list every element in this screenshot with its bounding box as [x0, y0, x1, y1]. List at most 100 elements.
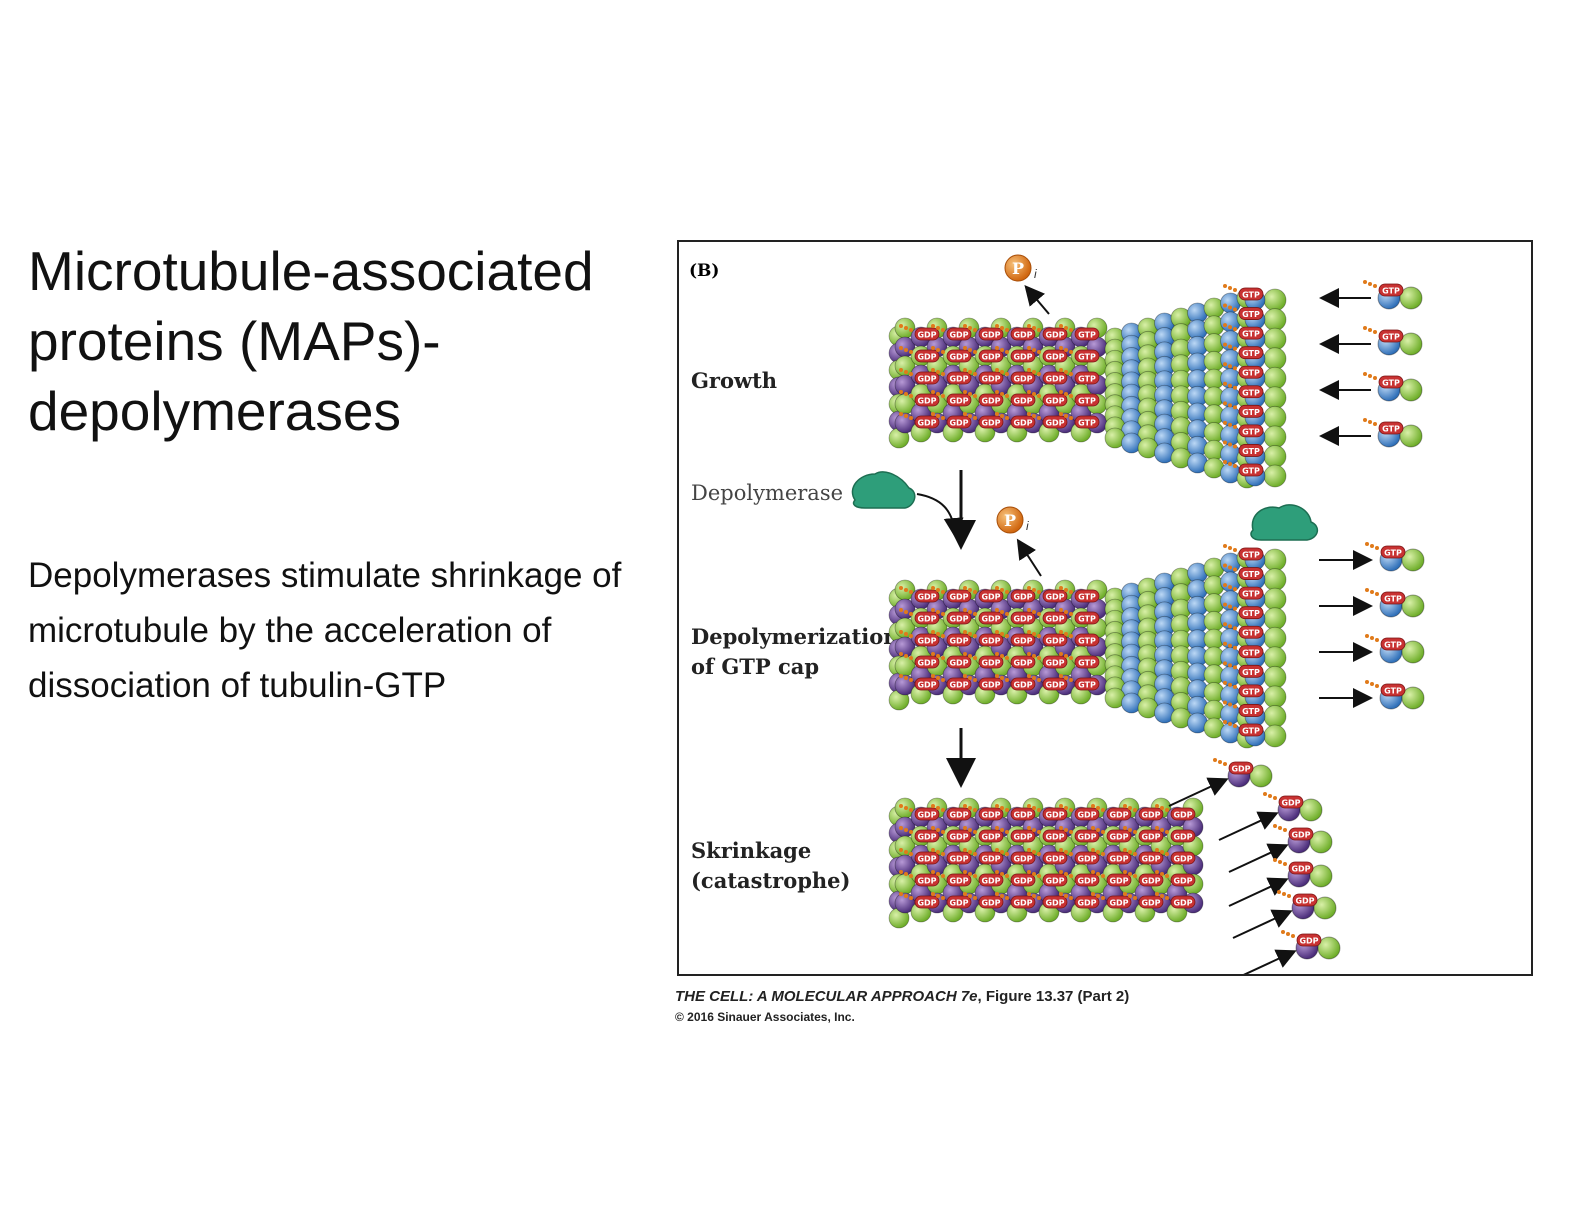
release-arrow: [1168, 777, 1229, 807]
svg-text:GDP: GDP: [981, 593, 1000, 602]
gtp-tag: GTP: [1059, 412, 1100, 429]
gtp-tag: GTP: [1059, 368, 1100, 385]
gdp-tag: GDP: [1091, 892, 1132, 909]
gdp-tag: GDP: [1027, 608, 1068, 625]
gdp-tag: GDP: [1123, 892, 1164, 909]
gtp-tag: GTP: [1365, 588, 1406, 605]
svg-text:GDP: GDP: [1281, 799, 1300, 808]
svg-text:GDP: GDP: [1141, 833, 1160, 842]
svg-text:GDP: GDP: [981, 397, 1000, 406]
gdp-tag: GDP: [963, 586, 1004, 603]
gdp-tag: GDP: [931, 848, 972, 865]
gdp-tag: GDP: [899, 324, 940, 341]
svg-text:GTP: GTP: [1078, 397, 1096, 406]
gdp-tag: GDP: [1091, 804, 1132, 821]
svg-text:GDP: GDP: [1013, 375, 1032, 384]
gtp-tag: GTP: [1059, 586, 1100, 603]
svg-text:GDP: GDP: [981, 659, 1000, 668]
gdp-tag: GDP: [931, 346, 972, 363]
svg-text:GDP: GDP: [949, 593, 968, 602]
svg-text:GDP: GDP: [1045, 419, 1064, 428]
svg-text:GDP: GDP: [949, 375, 968, 384]
svg-text:GDP: GDP: [1045, 681, 1064, 690]
gdp-tag: GDP: [899, 804, 940, 821]
svg-text:GDP: GDP: [1077, 855, 1096, 864]
svg-text:GDP: GDP: [1013, 353, 1032, 362]
gdp-tag: GDP: [931, 652, 972, 669]
gdp-tag: GDP: [995, 804, 1036, 821]
svg-text:GDP: GDP: [1141, 855, 1160, 864]
gdp-tag: GDP: [1281, 930, 1322, 947]
caption-book-title: THE CELL: A MOLECULAR APPROACH 7e: [675, 988, 978, 1005]
gdp-tag: GDP: [963, 608, 1004, 625]
gdp-tag: GDP: [931, 804, 972, 821]
gdp-tag: GDP: [931, 892, 972, 909]
svg-text:GTP: GTP: [1242, 467, 1260, 476]
svg-text:GDP: GDP: [917, 331, 936, 340]
gdp-tag: GDP: [963, 892, 1004, 909]
svg-text:GDP: GDP: [1013, 681, 1032, 690]
gdp-tag: GDP: [899, 608, 940, 625]
gdp-tag: GDP: [899, 586, 940, 603]
free-tubulin-dimer: GDP: [1263, 792, 1323, 822]
gdp-tag: GDP: [1155, 892, 1196, 909]
tubulin-subunit: [1263, 646, 1287, 670]
gdp-tag: GDP: [931, 412, 972, 429]
free-tubulin-dimer: GDP: [1273, 858, 1333, 888]
free-tubulin-dimer: GTP: [1365, 588, 1425, 618]
svg-text:GDP: GDP: [1013, 419, 1032, 428]
gdp-tag: GDP: [1027, 892, 1068, 909]
depolymerase-protein-icon: [851, 471, 916, 509]
tubulin-subunit: [1263, 548, 1287, 572]
gdp-tag: GDP: [1091, 826, 1132, 843]
svg-text:GTP: GTP: [1242, 388, 1260, 397]
svg-text:GTP: GTP: [1078, 419, 1096, 428]
microtubule-shrinkage: GDP GDP GDP GDP GDP GDP GDP GDP GDP GDP GDP GDP GDP G…: [888, 797, 1204, 929]
svg-text:GDP: GDP: [981, 811, 1000, 820]
gdp-tag: GDP: [1263, 792, 1304, 809]
gdp-tag: GDP: [1059, 870, 1100, 887]
svg-text:GTP: GTP: [1384, 595, 1402, 604]
gdp-tag: GDP: [1155, 870, 1196, 887]
gdp-tag: GDP: [963, 324, 1004, 341]
tubulin-subunit: [1263, 347, 1287, 371]
gdp-tag: GDP: [1027, 804, 1068, 821]
gdp-tag: GDP: [899, 412, 940, 429]
gdp-tag: GDP: [1027, 674, 1068, 691]
svg-text:GDP: GDP: [1295, 897, 1314, 906]
gdp-tag: GDP: [1213, 758, 1254, 775]
gdp-tag: GDP: [899, 630, 940, 647]
svg-text:GDP: GDP: [1013, 615, 1032, 624]
svg-text:GTP: GTP: [1242, 427, 1260, 436]
svg-text:GDP: GDP: [981, 681, 1000, 690]
svg-text:GTP: GTP: [1384, 687, 1402, 696]
svg-text:GTP: GTP: [1242, 648, 1260, 657]
tubulin-subunit: [1263, 308, 1287, 331]
release-arrow: [1232, 909, 1293, 939]
tubulin-subunit: [1263, 386, 1287, 410]
svg-text:GDP: GDP: [1141, 811, 1160, 820]
svg-text:GDP: GDP: [917, 877, 936, 886]
gtp-tag: GTP: [1223, 680, 1264, 698]
svg-text:GTP: GTP: [1078, 593, 1096, 602]
svg-text:GDP: GDP: [917, 397, 936, 406]
svg-text:P: P: [1012, 259, 1024, 278]
svg-text:GDP: GDP: [917, 593, 936, 602]
svg-text:GTP: GTP: [1078, 375, 1096, 384]
svg-text:GDP: GDP: [949, 659, 968, 668]
gdp-tag: GDP: [1027, 412, 1068, 429]
stage-label-growth: Growth: [691, 368, 777, 393]
svg-text:i: i: [1026, 519, 1029, 533]
tubulin-subunit: [1263, 366, 1287, 390]
gdp-tag: GDP: [1059, 804, 1100, 821]
svg-text:GDP: GDP: [981, 331, 1000, 340]
svg-text:GDP: GDP: [1045, 899, 1064, 908]
svg-text:GTP: GTP: [1242, 687, 1260, 696]
svg-text:GTP: GTP: [1078, 637, 1096, 646]
microtubule-depolymerization: GDP GDP GDP GDP GDP GDP GDP GDP GDP GDP GDP GDP GDP G…: [888, 544, 1287, 749]
free-tubulin-dimer: GDP: [1277, 890, 1337, 920]
gtp-tag: GTP: [1223, 420, 1264, 438]
svg-text:GDP: GDP: [1109, 855, 1128, 864]
tubulin-subunit: [1263, 464, 1287, 488]
tubulin-subunit: [1263, 405, 1287, 429]
